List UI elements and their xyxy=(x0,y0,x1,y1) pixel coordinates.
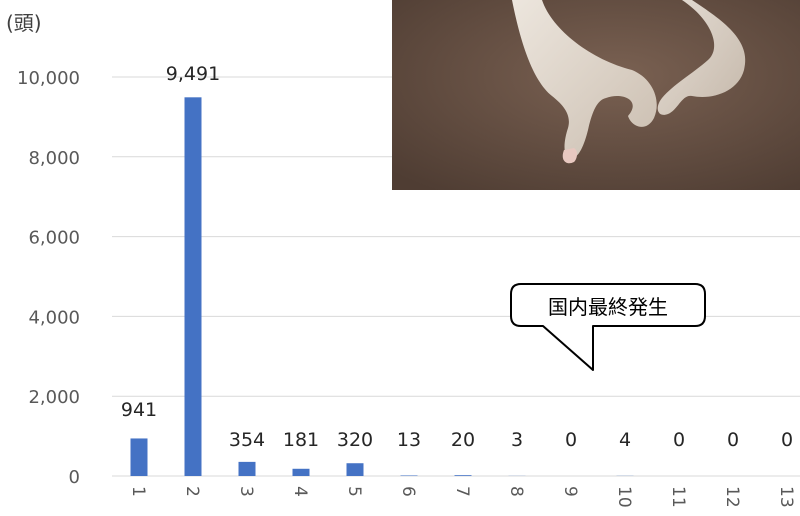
callout-label: 国内最終発生 xyxy=(548,294,668,319)
data-label: 0 xyxy=(673,429,685,451)
data-label: 354 xyxy=(229,429,265,451)
y-axis-ticks: 0 2,000 4,000 6,000 8,000 10,000 xyxy=(17,68,80,488)
photo-image xyxy=(392,0,800,190)
x-tick-label: 3 xyxy=(236,486,256,497)
x-tick-label: 10 xyxy=(614,486,634,508)
x-tick-label: 7 xyxy=(452,486,472,497)
y-axis-unit-label: (頭) xyxy=(6,11,42,35)
data-labels: 941 9,491 354 181 320 13 20 3 0 4 0 0 0 xyxy=(121,63,793,451)
x-tick-label: 9 xyxy=(560,486,580,497)
data-label: 0 xyxy=(781,429,793,451)
animal-hoof xyxy=(562,148,577,164)
data-label: 9,491 xyxy=(166,63,220,85)
data-label: 320 xyxy=(337,429,373,451)
x-tick-label: 6 xyxy=(398,486,418,497)
bar xyxy=(184,97,202,477)
x-tick-label: 4 xyxy=(290,486,310,497)
data-label: 20 xyxy=(451,429,475,451)
bar xyxy=(346,463,364,476)
y-tick-label: 2,000 xyxy=(28,387,80,408)
y-tick-label: 10,000 xyxy=(17,68,80,89)
animal-leg xyxy=(657,0,746,115)
y-tick-label: 0 xyxy=(69,467,80,488)
data-label: 13 xyxy=(397,429,421,451)
x-tick-label: 5 xyxy=(344,486,364,497)
y-tick-label: 8,000 xyxy=(28,148,80,169)
x-tick-label: 13 xyxy=(776,486,796,508)
x-tick-label: 12 xyxy=(722,486,742,508)
bar xyxy=(454,475,472,476)
bar xyxy=(400,475,418,476)
animal-body xyxy=(512,0,657,159)
x-tick-label: 2 xyxy=(182,486,202,497)
data-label: 3 xyxy=(511,429,523,451)
y-tick-label: 6,000 xyxy=(28,228,80,249)
x-tick-label: 8 xyxy=(506,486,526,497)
data-label: 941 xyxy=(121,399,157,421)
data-label: 181 xyxy=(283,429,319,451)
x-axis-ticks: 1 2 3 4 5 6 7 8 9 10 11 12 13 xyxy=(128,486,796,508)
bar xyxy=(130,438,148,476)
data-label: 0 xyxy=(565,429,577,451)
x-tick-label: 1 xyxy=(128,486,148,497)
x-tick-label: 11 xyxy=(668,486,688,508)
data-label: 0 xyxy=(727,429,739,451)
bars xyxy=(130,97,634,477)
bar xyxy=(292,468,310,476)
callout-bubble xyxy=(510,283,706,371)
y-tick-label: 4,000 xyxy=(28,307,80,328)
data-label: 4 xyxy=(619,429,631,451)
callout-shape xyxy=(510,283,706,371)
bar xyxy=(238,461,256,476)
